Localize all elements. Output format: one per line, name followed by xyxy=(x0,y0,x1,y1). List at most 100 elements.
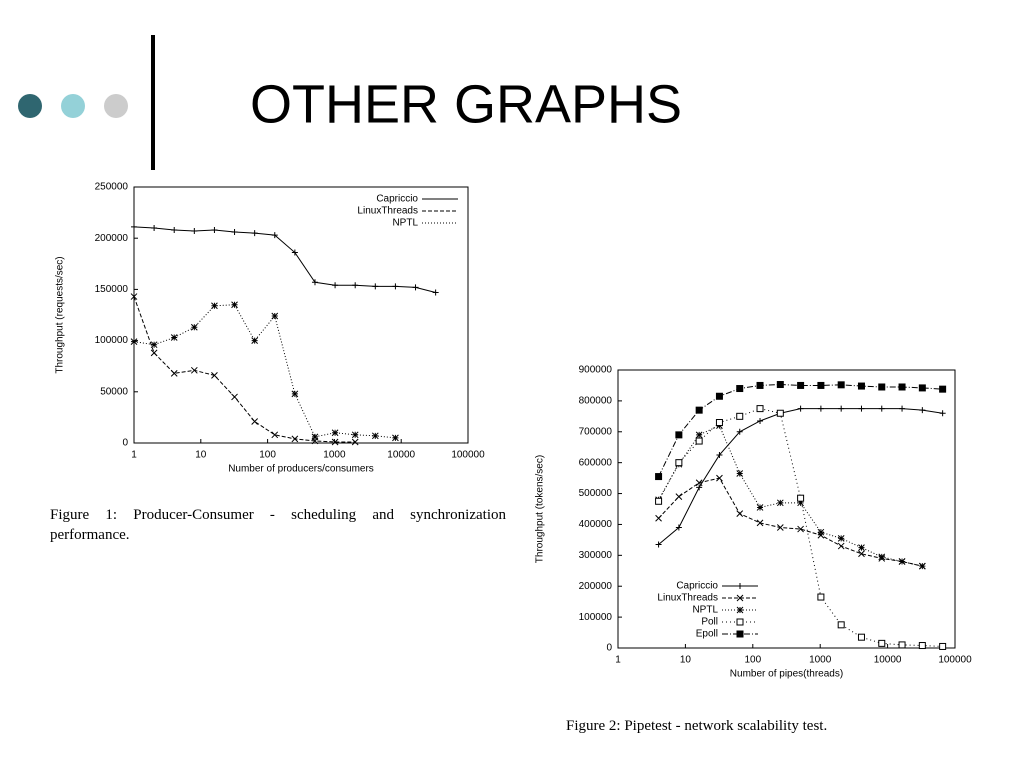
marker xyxy=(857,633,865,641)
marker xyxy=(231,229,238,236)
y-tick-label: 200000 xyxy=(95,233,129,244)
marker xyxy=(797,381,805,389)
series-line xyxy=(133,304,396,439)
marker xyxy=(392,434,399,442)
x-tick-label: 100 xyxy=(259,450,276,461)
marker xyxy=(251,230,258,237)
marker xyxy=(371,432,379,440)
marker xyxy=(918,642,926,650)
x-tick-label: 10000 xyxy=(874,655,902,666)
marker xyxy=(351,438,359,446)
marker xyxy=(837,621,845,629)
x-axis-label: Number of producers/consumers xyxy=(228,464,374,475)
marker xyxy=(332,282,339,289)
marker xyxy=(251,418,259,425)
marker xyxy=(939,410,946,417)
marker xyxy=(878,639,886,647)
marker xyxy=(898,383,906,391)
marker xyxy=(878,405,885,412)
marker xyxy=(736,428,743,435)
marker xyxy=(311,279,318,286)
marker xyxy=(695,479,703,487)
marker xyxy=(837,542,845,550)
marker xyxy=(878,383,886,391)
legend-label: NPTL xyxy=(692,605,718,616)
marker xyxy=(776,499,784,507)
marker xyxy=(858,544,865,551)
marker xyxy=(412,284,419,291)
marker xyxy=(858,550,865,558)
marker xyxy=(392,283,399,290)
marker xyxy=(331,429,339,437)
marker xyxy=(211,302,218,310)
marker xyxy=(939,642,947,650)
legend-marker xyxy=(736,618,744,626)
marker xyxy=(857,382,865,390)
marker xyxy=(837,534,845,542)
series-line xyxy=(658,424,923,567)
marker xyxy=(736,470,744,477)
marker xyxy=(211,372,218,379)
plot-frame xyxy=(617,369,956,649)
marker xyxy=(231,301,238,309)
marker xyxy=(271,431,279,439)
marker xyxy=(655,497,663,505)
x-tick-label: 10 xyxy=(195,450,207,461)
marker xyxy=(756,519,764,527)
marker xyxy=(756,504,764,511)
marker xyxy=(695,437,703,445)
y-axis-label: Throughput (requests/sec) xyxy=(55,256,66,373)
y-tick-label: 500000 xyxy=(579,488,613,499)
x-axis-label: Number of pipes(threads) xyxy=(730,669,843,680)
marker xyxy=(757,417,764,424)
marker xyxy=(150,349,158,357)
marker xyxy=(776,381,784,389)
marker xyxy=(776,409,784,417)
y-tick-label: 900000 xyxy=(579,365,613,376)
marker xyxy=(898,558,906,565)
y-tick-label: 800000 xyxy=(579,396,613,407)
marker xyxy=(432,289,439,296)
y-axis-label: Throughput (tokens/sec) xyxy=(535,455,546,563)
marker xyxy=(858,405,865,412)
marker xyxy=(776,524,784,531)
bullet-dot xyxy=(104,94,128,118)
marker xyxy=(170,370,178,377)
marker xyxy=(715,419,723,427)
marker xyxy=(291,435,299,443)
legend-marker xyxy=(736,606,744,614)
marker xyxy=(696,484,703,491)
x-tick-label: 100000 xyxy=(938,655,972,666)
y-tick-label: 250000 xyxy=(95,182,129,193)
x-tick-label: 100000 xyxy=(451,450,485,461)
marker xyxy=(756,405,764,413)
marker xyxy=(797,525,804,533)
marker xyxy=(271,232,278,239)
y-tick-label: 400000 xyxy=(579,519,613,530)
marker xyxy=(190,366,198,374)
marker xyxy=(837,381,845,389)
legend-marker xyxy=(737,583,743,589)
x-tick-label: 1 xyxy=(131,450,137,461)
marker xyxy=(736,412,744,420)
marker xyxy=(271,312,279,320)
marker xyxy=(797,405,804,412)
marker xyxy=(918,562,926,570)
marker xyxy=(817,405,824,412)
marker xyxy=(695,406,703,414)
bullet-dot xyxy=(61,94,85,118)
marker xyxy=(736,510,744,517)
y-tick-label: 0 xyxy=(122,438,128,449)
x-tick-label: 1000 xyxy=(323,450,346,461)
marker xyxy=(191,228,198,235)
marker xyxy=(838,405,845,412)
marker xyxy=(131,223,137,230)
marker xyxy=(797,494,805,502)
legend-label: Capriccio xyxy=(376,194,418,205)
marker xyxy=(150,341,158,349)
marker xyxy=(291,390,299,398)
marker xyxy=(291,249,298,256)
marker xyxy=(898,641,906,649)
